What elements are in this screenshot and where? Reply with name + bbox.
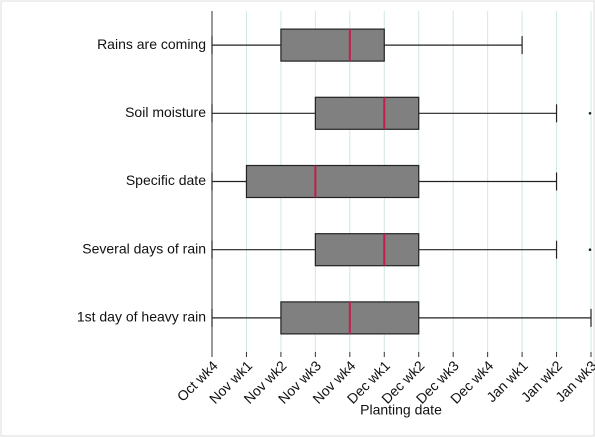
y-tick-label: 1st day of heavy rain	[77, 309, 206, 325]
box	[245, 164, 420, 199]
y-tick-label: Soil moisture	[125, 104, 206, 120]
y-tick-label: Several days of rain	[82, 240, 206, 256]
y-tick-label: Rains are coming	[97, 36, 206, 52]
outlier	[588, 248, 592, 251]
box	[314, 233, 420, 267]
outlier	[588, 112, 592, 115]
box	[314, 96, 420, 130]
box	[280, 28, 385, 62]
x-axis-label: Planting date	[360, 402, 442, 418]
y-tick-label: Specific date	[126, 172, 206, 188]
